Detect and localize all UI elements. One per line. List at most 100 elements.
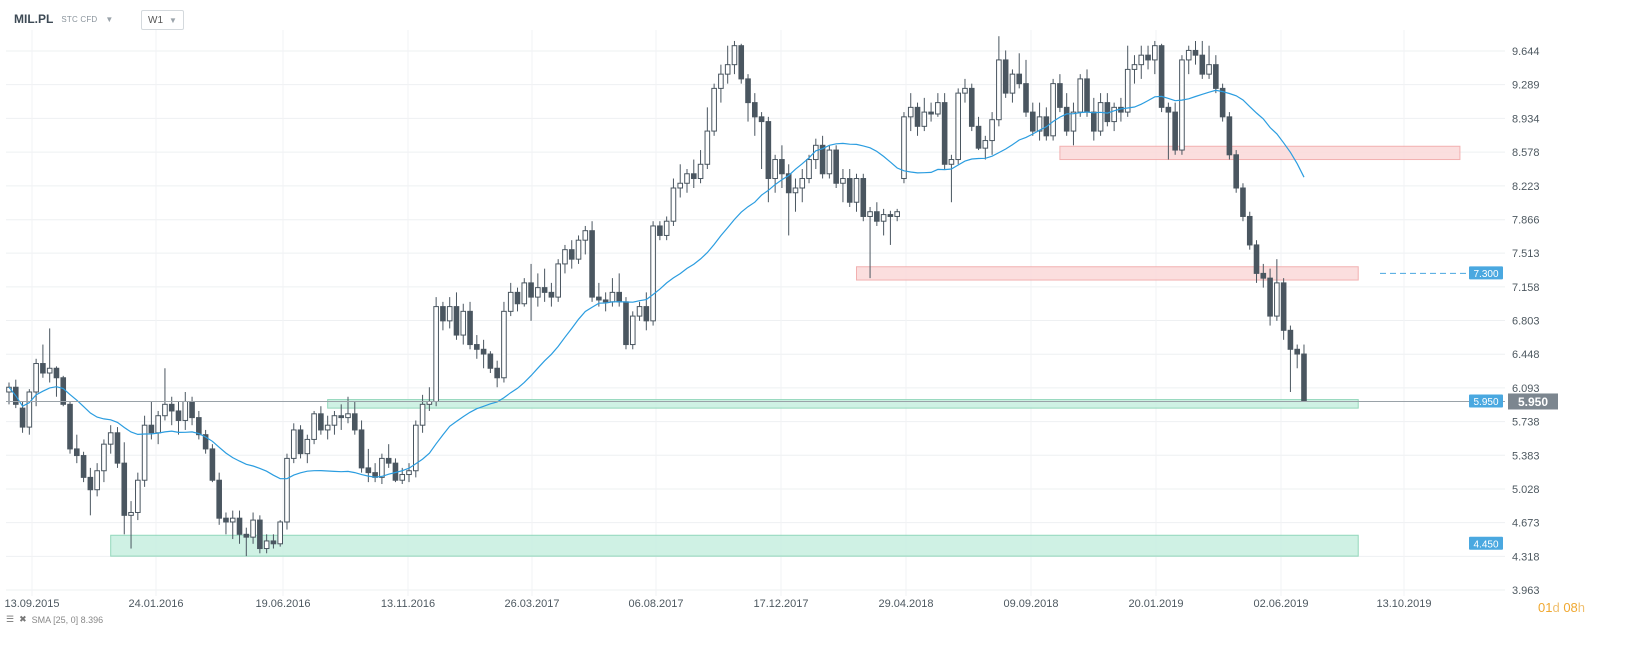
- countdown-hours: 08: [1563, 600, 1578, 615]
- level-tag: [1469, 536, 1503, 550]
- candle-body: [297, 429, 304, 455]
- candle-body: [1179, 59, 1185, 151]
- candle-body: [724, 64, 731, 75]
- candle-body: [1185, 49, 1192, 61]
- candle-body: [1057, 83, 1063, 108]
- candle-body: [385, 457, 392, 464]
- candle-body: [419, 403, 426, 426]
- y-tick-label: 8.223: [1512, 181, 1540, 193]
- chevron-down-icon[interactable]: ▼: [105, 14, 114, 24]
- level-tag: [1469, 394, 1503, 408]
- candle-body: [996, 59, 1002, 121]
- symbol-label[interactable]: MIL.PL: [14, 12, 54, 26]
- candle-body: [1002, 59, 1009, 94]
- y-tick-label: 5.028: [1512, 484, 1540, 496]
- timeframe-value: W1: [148, 14, 163, 26]
- candle-body: [277, 521, 283, 545]
- candle-body: [121, 462, 128, 516]
- x-tick-label: 02.06.2019: [1253, 598, 1308, 610]
- candle-body: [799, 178, 806, 189]
- candle-body: [175, 410, 182, 421]
- y-tick-label: 8.578: [1512, 147, 1540, 159]
- candle-body: [379, 457, 385, 478]
- candle-body: [209, 448, 216, 481]
- candle-body: [1063, 106, 1070, 132]
- candle-body: [1138, 54, 1145, 66]
- candle-body: [1172, 111, 1178, 151]
- timeframe-select[interactable]: W1 ▼: [141, 10, 184, 30]
- candle-body: [752, 102, 758, 118]
- y-tick-label: 7.866: [1512, 215, 1540, 227]
- candle-body: [609, 291, 616, 303]
- candle-body: [33, 363, 39, 393]
- x-axis: 13.09.2015 24.01.2016 19.06.2016 13.11.2016…: [4, 598, 1431, 610]
- candle-body: [921, 111, 928, 127]
- candle-body: [907, 106, 914, 118]
- candle-body: [507, 291, 514, 312]
- candle-body: [257, 519, 263, 550]
- candle-body: [446, 306, 453, 322]
- candle-body: [1158, 45, 1165, 108]
- candle-body: [216, 479, 222, 519]
- candle-body: [779, 159, 785, 175]
- candle-body: [738, 45, 745, 80]
- candle-body: [1246, 215, 1253, 246]
- x-tick-label: 29.04.2018: [878, 598, 933, 610]
- candle-body: [440, 306, 446, 322]
- zones: [110, 145, 1461, 557]
- candle-body: [819, 144, 826, 175]
- candle-body: [663, 220, 670, 236]
- candle-body: [1023, 83, 1029, 113]
- candle-body: [718, 73, 724, 89]
- candle-body: [629, 315, 636, 346]
- candle-body: [521, 282, 528, 305]
- candle-body: [433, 306, 439, 402]
- candle-body: [568, 249, 575, 260]
- candle-body: [1131, 64, 1138, 70]
- candle-body: [331, 415, 338, 426]
- y-tick-label: 6.803: [1512, 316, 1540, 328]
- candle-body: [1145, 54, 1151, 61]
- candle-body: [914, 106, 921, 127]
- candle-body: [474, 344, 480, 350]
- candle-body: [223, 517, 229, 523]
- candle-body: [1240, 187, 1246, 217]
- candle-body: [413, 424, 419, 472]
- candle-body: [650, 225, 656, 322]
- candle-body: [1009, 73, 1016, 94]
- candle-body: [867, 211, 873, 217]
- candle-body: [101, 443, 107, 472]
- close-icon[interactable]: ✖: [19, 614, 27, 624]
- candle-body: [338, 415, 345, 419]
- x-tick-label: 13.09.2015: [4, 598, 59, 610]
- candle-body: [189, 400, 195, 419]
- current-price-tag: [1508, 393, 1558, 410]
- candle-body: [311, 413, 317, 440]
- candle-body: [1267, 277, 1273, 317]
- x-tick-label: 13.11.2016: [381, 598, 435, 610]
- candle-body: [901, 116, 907, 180]
- candle-body: [1192, 49, 1199, 56]
- countdown-days: 01: [1538, 600, 1553, 615]
- x-tick-label: 26.03.2017: [504, 598, 559, 610]
- x-tick-label: 06.08.2017: [628, 598, 683, 610]
- candle-body: [1287, 329, 1294, 350]
- candle-body: [657, 225, 663, 236]
- y-tick-label: 7.158: [1512, 282, 1540, 294]
- candle-body: [562, 249, 568, 265]
- candle-body: [202, 434, 209, 450]
- candle-body: [1280, 282, 1287, 331]
- indicator-label: SMA [25, 0] 8.396: [31, 614, 104, 625]
- candle-body: [636, 306, 643, 317]
- candle-body: [1165, 106, 1172, 113]
- y-tick-label: 8.934: [1512, 113, 1540, 125]
- y-tick-label: 5.738: [1512, 417, 1540, 429]
- x-tick-label: 13.10.2019: [1376, 598, 1431, 610]
- candle-body: [243, 533, 250, 538]
- candle-body: [962, 87, 968, 94]
- candle-body: [318, 413, 324, 431]
- settings-icon[interactable]: ☰: [6, 614, 15, 624]
- candle-body: [1070, 111, 1077, 132]
